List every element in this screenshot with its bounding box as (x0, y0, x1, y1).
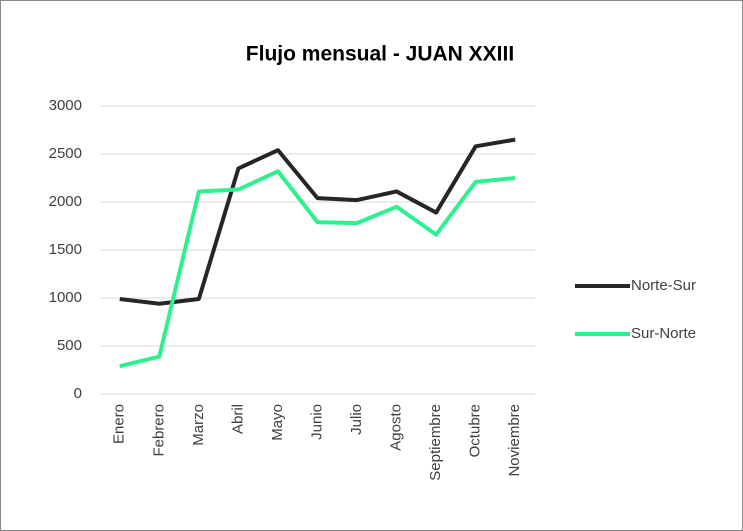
y-tick-label: 2500 (49, 145, 82, 162)
y-tick-label: 0 (74, 385, 82, 402)
x-tick-label: Junio (308, 404, 325, 440)
x-tick-label: Octubre (467, 404, 484, 457)
x-tick-label: Enero (111, 404, 128, 444)
legend-label: Sur-Norte (631, 325, 696, 342)
x-tick-label: Noviembre (506, 404, 523, 477)
x-tick-label: Julio (348, 404, 365, 435)
series-line (119, 137, 516, 306)
legend-label: Norte-Sur (631, 277, 696, 294)
chart-title: Flujo mensual - JUAN XXIII (246, 43, 514, 66)
y-tick-label: 2000 (49, 193, 82, 210)
x-tick-label: Abril (229, 404, 246, 434)
y-tick-label: 500 (57, 337, 82, 354)
x-tick-label: Marzo (190, 404, 207, 446)
y-tick-label: 1500 (49, 241, 82, 258)
x-tick-label: Septiembre (427, 404, 444, 481)
x-tick-label: Febrero (150, 404, 167, 457)
y-tick-label: 3000 (49, 97, 82, 114)
x-tick-label: Agosto (388, 404, 405, 451)
y-tick-label: 1000 (49, 289, 82, 306)
x-tick-label: Mayo (269, 404, 286, 441)
series-line (119, 169, 516, 369)
